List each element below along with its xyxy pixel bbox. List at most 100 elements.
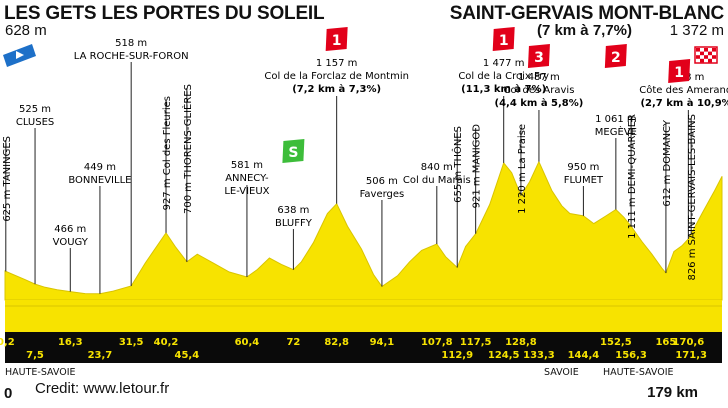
point-label-vertical: 927 m Col des Fleuries (162, 96, 173, 210)
point-altitude: 1 487 m (518, 72, 560, 83)
point-altitude: 449 m (84, 162, 116, 173)
finish-flag-square (700, 58, 704, 63)
badge-label: S (288, 145, 298, 161)
finish-town-title: SAINT-GERVAIS MONT-BLANC (449, 3, 724, 24)
point-name: LA ROCHE-SUR-FORON (74, 51, 189, 62)
point-name: VOUGY (53, 237, 89, 248)
point-name: ANNECY- (225, 173, 269, 184)
km-label-bottom: 133,3 (523, 350, 555, 361)
point-label-vertical: 1 111 m DEMI-QUARTIER (627, 114, 638, 239)
point-name: Faverges (360, 189, 405, 200)
point-name: CLUSES (16, 117, 54, 128)
km-label-bottom: 171,3 (675, 350, 707, 361)
finish-altitude: 1 372 m (669, 22, 724, 39)
point-label-vertical: 625 m TANINGES (2, 136, 13, 222)
badge-label: 1 (332, 33, 342, 49)
point-label-vertical: 826 m SAINT-GERVAIS-LES-BAINS (687, 114, 698, 281)
km-label-bottom: 156,3 (615, 350, 647, 361)
point-label-vertical: 612 m DOMANCY (662, 119, 673, 207)
finish-flag-square (712, 48, 716, 52)
km-label-top: 170,6 (673, 337, 705, 348)
profile-base-strip (5, 300, 722, 332)
finish-flag-square (704, 55, 708, 59)
climb-category-badge (325, 27, 348, 51)
km-label-top: 60,4 (235, 337, 260, 348)
point-altitude: 950 m (567, 162, 599, 173)
profile-area (4, 160, 723, 301)
badge-label: 3 (534, 50, 544, 66)
point-name: LE-VIEUX (224, 186, 269, 197)
finish-flag-square (696, 48, 700, 52)
point-climb-info: (4,4 km à 5,8%) (495, 97, 584, 109)
point-name: BLUFFY (275, 218, 313, 229)
start-altitude: 628 m (5, 22, 47, 39)
point-climb-info: (11,3 km à 7%) (461, 83, 546, 95)
km-label-top: 40,2 (154, 337, 179, 348)
km-band (5, 332, 722, 363)
point-altitude: 1 477 m (483, 58, 525, 69)
km-label-bottom: 144,4 (568, 350, 600, 361)
credit-text: Credit: www.letour.fr (35, 380, 170, 397)
km-label-top: 82,8 (324, 337, 349, 348)
distance-start: 0 (4, 385, 13, 402)
point-climb-info: (2,7 km à 10,9%) (640, 97, 728, 109)
distance-total: 179 km (647, 384, 698, 401)
finish-climb-info: (7 km à 7,7%) (536, 22, 632, 39)
km-label-top: 152,5 (600, 337, 632, 348)
point-altitude: 581 m (231, 160, 263, 171)
point-label-vertical: 1 220 m La Praise (517, 124, 528, 214)
km-label-top: 107,8 (421, 337, 453, 348)
point-name: Col du Marais (403, 175, 471, 186)
badge-label: 1 (674, 65, 684, 81)
km-label-bottom: 23,7 (88, 350, 113, 361)
point-altitude: 518 m (115, 38, 147, 49)
finish-flag-square (700, 51, 704, 56)
badge-label: 1 (499, 33, 509, 49)
region-label-haute-savoie: HAUTE-SAVOIE (5, 367, 76, 378)
point-altitude: 1 061 m (595, 114, 637, 125)
km-label-top: 165 (655, 337, 676, 348)
point-altitude: 466 m (54, 224, 86, 235)
start-flag-arrow (16, 51, 24, 59)
point-label-vertical: 921 m MANIGOD (472, 124, 483, 209)
badge-label: 2 (611, 50, 621, 66)
km-label-top: 31,5 (119, 337, 144, 348)
point-altitude: 840 m (421, 162, 453, 173)
finish-flag-square (712, 55, 716, 59)
km-label-top: 94,1 (370, 337, 395, 348)
point-altitude: 638 m (277, 205, 309, 216)
km-label-bottom: 124,5 (488, 350, 520, 361)
region-label-haute-savoie-2: HAUTE-SAVOIE (603, 367, 674, 378)
finish-flag-square (708, 58, 712, 63)
climb-category-badge (492, 27, 515, 51)
km-label-top: 128,8 (505, 337, 537, 348)
sprint-badge (282, 139, 305, 163)
point-altitude: 506 m (366, 176, 398, 187)
point-altitude: 1 157 m (316, 58, 358, 69)
km-label-top: 16,3 (58, 337, 83, 348)
km-label-top: 0,2 (0, 337, 15, 348)
point-name: MEGÈVE (595, 125, 637, 138)
point-altitude: 525 m (19, 104, 51, 115)
km-label-top: 72 (286, 337, 300, 348)
point-name: Col de la Croix Fry (458, 71, 549, 82)
climb-category-badge (604, 44, 627, 68)
point-name: Col de la Forclaz de Montmin (264, 71, 409, 82)
finish-flag-square (708, 51, 712, 56)
climb-category-badge (527, 44, 550, 68)
point-label-vertical: 655 m THÔNES (451, 126, 464, 203)
finish-flag-square (704, 48, 708, 52)
finish-flag-square (696, 55, 700, 59)
point-name: Col des Aravis (503, 85, 574, 96)
region-label-savoie: SAVOIE (544, 367, 579, 378)
km-label-top: 117,5 (460, 337, 492, 348)
climb-category-badge (668, 59, 691, 83)
point-name: Côte des Amerands (639, 84, 728, 96)
km-label-bottom: 45,4 (175, 350, 200, 361)
point-climb-info: (7,2 km à 7,3%) (292, 83, 381, 95)
point-name: FLUMET (564, 175, 604, 186)
km-label-bottom: 7,5 (26, 350, 44, 361)
start-town-title: LES GETS LES PORTES DU SOLEIL (4, 3, 325, 24)
